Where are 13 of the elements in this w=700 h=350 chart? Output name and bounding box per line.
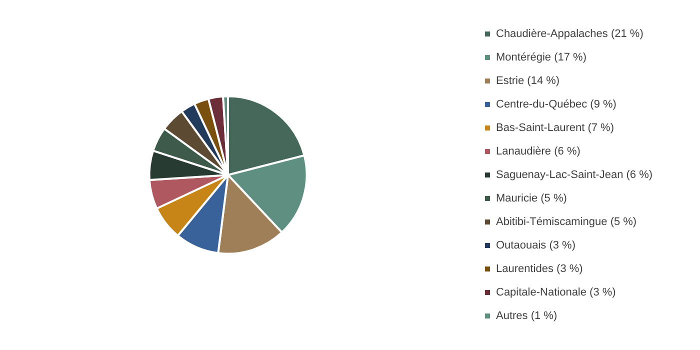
- legend-label: Montérégie (17 %): [496, 52, 586, 64]
- legend-label: Laurentides (3 %): [496, 263, 583, 275]
- legend-label: Chaudière-Appalaches (21 %): [496, 28, 644, 40]
- legend-label: Saguenay-Lac-Saint-Jean (6 %): [496, 169, 653, 181]
- legend-label: Lanaudière (6 %): [496, 146, 580, 158]
- legend-label: Outaouais (3 %): [496, 240, 576, 252]
- legend-label: Abitibi-Témiscamingue (5 %): [496, 216, 637, 228]
- legend-label: Mauricie (5 %): [496, 192, 567, 204]
- legend-label: Autres (1 %): [496, 310, 558, 322]
- legend-label: Bas-Saint-Laurent (7 %): [496, 122, 614, 134]
- legend-label: Capitale-Nationale (3 %): [496, 286, 616, 298]
- legend-label: Estrie (14 %): [496, 75, 560, 87]
- legend-label: Centre-du-Québec (9 %): [496, 98, 616, 110]
